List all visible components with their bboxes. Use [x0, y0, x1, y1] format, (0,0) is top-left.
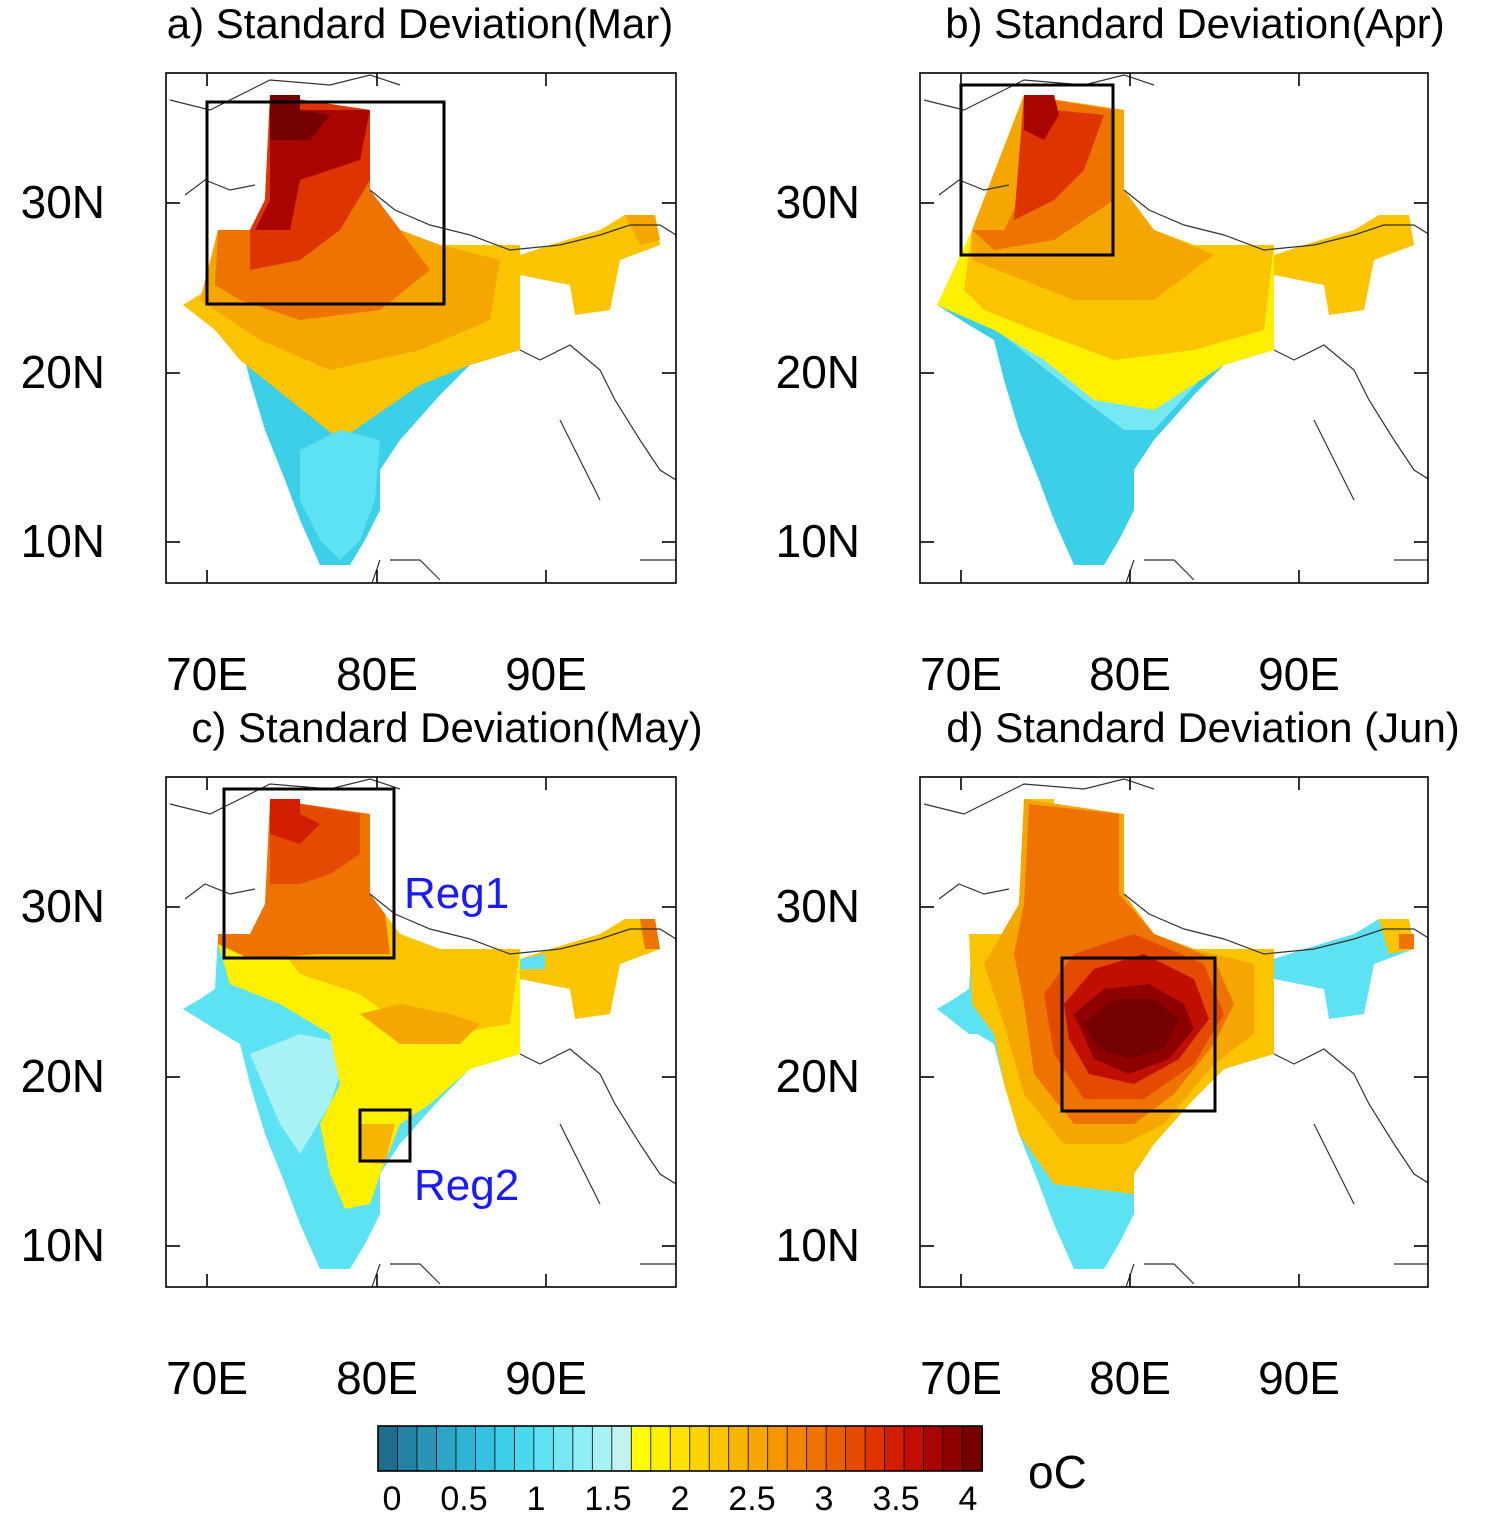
- colorbar: 0 0.5 1 1.5 2 2.5 3 3.5 4 oC: [377, 1425, 1087, 1517]
- colorbar-cell: [416, 1425, 438, 1472]
- map-frame: [165, 776, 677, 1288]
- colorbar-tick-label: 2.5: [728, 1480, 775, 1517]
- colorbar-tick-label: 1.5: [584, 1480, 631, 1517]
- colorbar-cell: [669, 1425, 691, 1472]
- colorbar-cell: [806, 1425, 828, 1472]
- colorbar-tick-label: 3.5: [872, 1480, 919, 1517]
- india-field: [169, 778, 676, 1287]
- colorbar-cell: [533, 1425, 555, 1472]
- colorbar-tick-label: 0.5: [440, 1480, 487, 1517]
- colorbar-ticks: 0 0.5 1 1.5 2 2.5 3 3.5 4: [383, 1480, 978, 1517]
- colorbar-cell: [962, 1425, 983, 1472]
- colorbar-cell: [572, 1425, 594, 1472]
- colorbar-cell: [650, 1425, 672, 1472]
- map-frame: [165, 72, 677, 584]
- colorbar-cell: [397, 1425, 418, 1472]
- colorbar-cell: [923, 1425, 944, 1472]
- colorbar-cell: [689, 1425, 711, 1472]
- india-field: [923, 778, 1428, 1287]
- colorbar-cell: [455, 1425, 477, 1472]
- colorbar-cell: [611, 1425, 633, 1472]
- colorbar-unit: oC: [1028, 1446, 1087, 1498]
- region-box: [1060, 956, 1217, 1113]
- colorbar-cell: [552, 1425, 574, 1472]
- colorbar-tick-label: 4: [959, 1480, 978, 1517]
- lat-tick-label: 30N: [776, 176, 860, 228]
- colorbar-frame: [377, 1425, 983, 1472]
- india-field: [923, 74, 1428, 583]
- lon-tick-label: 90E: [505, 1352, 587, 1404]
- lat-tick-label: 10N: [776, 515, 860, 567]
- lon-tick-label: 90E: [1258, 1352, 1340, 1404]
- lat-tick-label: 30N: [21, 880, 105, 932]
- lon-tick-label: 70E: [166, 1352, 248, 1404]
- lat-tick-label: 20N: [21, 1050, 105, 1102]
- colorbar-cell: [475, 1425, 496, 1472]
- region-label: Reg2: [414, 1161, 519, 1210]
- colorbar-cell: [942, 1425, 964, 1472]
- colorbar-tick-label: 2: [671, 1480, 690, 1517]
- colorbar-cell: [513, 1425, 535, 1472]
- lon-tick-label: 90E: [505, 648, 587, 700]
- colorbar-cell: [864, 1425, 886, 1472]
- colorbar-cell: [825, 1425, 847, 1472]
- lat-tick-label: 30N: [776, 880, 860, 932]
- panel-b: b) Standard Deviation(Apr) 30N: [776, 0, 1445, 700]
- lat-tick-label: 10N: [776, 1219, 860, 1271]
- colorbar-cell: [591, 1425, 613, 1472]
- lat-tick-label: 20N: [776, 1050, 860, 1102]
- colorbar-cell: [786, 1425, 808, 1472]
- lon-tick-label: 80E: [1089, 1352, 1171, 1404]
- lat-tick-label: 20N: [776, 346, 860, 398]
- colorbar-cell: [728, 1425, 750, 1472]
- panel-c: c) Standard Deviation(May) Reg1: [21, 704, 703, 1404]
- map-frame: [919, 72, 1429, 584]
- lon-tick-label: 70E: [920, 1352, 1002, 1404]
- india-field: [169, 74, 676, 583]
- lat-tick-label: 30N: [21, 176, 105, 228]
- panel-d: d) Standard Deviation (Jun): [776, 704, 1460, 1404]
- colorbar-cell: [494, 1425, 516, 1472]
- region-box: [222, 787, 396, 960]
- colorbar-cell: [708, 1425, 730, 1472]
- panel-title: b) Standard Deviation(Apr): [945, 0, 1445, 47]
- colorbar-tick-label: 3: [815, 1480, 834, 1517]
- panel-title: d) Standard Deviation (Jun): [946, 704, 1460, 751]
- lon-tick-label: 80E: [336, 648, 418, 700]
- region-box: [205, 100, 446, 306]
- lon-tick-label: 70E: [920, 648, 1002, 700]
- region-box: [959, 83, 1115, 257]
- colorbar-cells: [377, 1425, 983, 1472]
- lon-tick-label: 80E: [336, 1352, 418, 1404]
- lat-tick-label: 10N: [21, 1219, 105, 1271]
- colorbar-tick-label: 0: [383, 1480, 402, 1517]
- lon-tick-label: 70E: [166, 648, 248, 700]
- lon-tick-label: 90E: [1258, 648, 1340, 700]
- colorbar-cell: [436, 1425, 457, 1472]
- region-label: Reg1: [404, 869, 509, 918]
- colorbar-cell: [767, 1425, 789, 1472]
- lat-tick-label: 10N: [21, 515, 105, 567]
- colorbar-cell: [630, 1425, 652, 1472]
- lat-tick-label: 20N: [21, 346, 105, 398]
- lon-tick-label: 80E: [1089, 648, 1171, 700]
- colorbar-cell: [884, 1425, 905, 1472]
- colorbar-cell: [845, 1425, 866, 1472]
- colorbar-tick-label: 1: [527, 1480, 546, 1517]
- map-frame: [919, 776, 1429, 1288]
- panel-a: a) Standard Deviation(Mar): [21, 0, 677, 700]
- panel-title: a) Standard Deviation(Mar): [167, 0, 674, 47]
- colorbar-cell: [903, 1425, 925, 1472]
- colorbar-cell: [747, 1425, 769, 1472]
- colorbar-cell: [377, 1425, 399, 1472]
- panel-title: c) Standard Deviation(May): [191, 704, 702, 751]
- region-box: [358, 1108, 412, 1163]
